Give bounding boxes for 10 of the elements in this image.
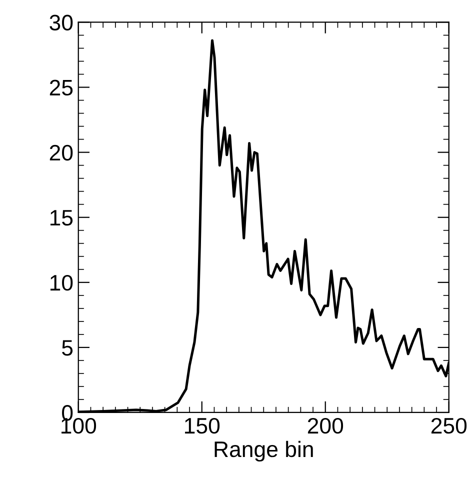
y-tick-label: 10 [50, 274, 73, 291]
y-tick-label: 25 [50, 80, 73, 96]
y-tick-label: 20 [50, 144, 73, 161]
x-tick-label: 150 [185, 418, 220, 434]
x-tick-label: 250 [431, 418, 467, 434]
x-tick-label: 200 [308, 418, 344, 434]
y-tick-label: 5 [62, 340, 73, 356]
y-tick-label: 30 [50, 14, 73, 30]
x-axis-title: Range bin [214, 440, 313, 462]
y-tick-label: 15 [50, 210, 73, 226]
